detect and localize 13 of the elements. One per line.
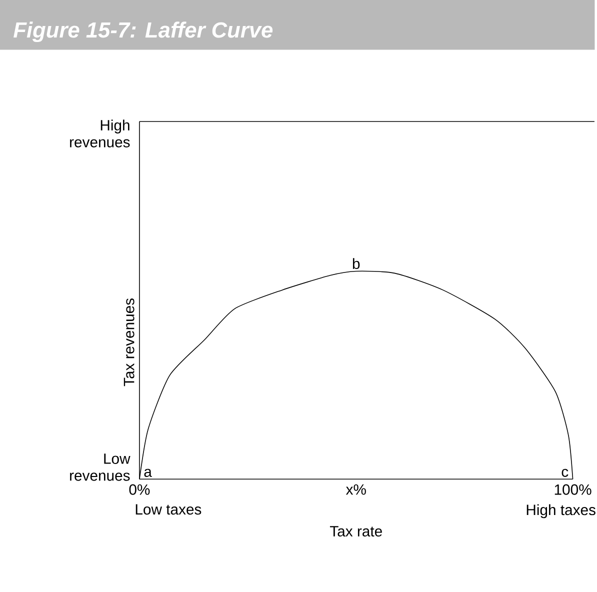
- x-axis-title: Tax rate: [330, 526, 382, 537]
- chart-title: Figure 15-7: Laffer Curve: [14, 22, 273, 42]
- y-axis-title: Tax revenues: [124, 298, 134, 386]
- text: Low taxes: [136, 504, 202, 515]
- text: Low revenues: [70, 454, 130, 481]
- annotation: b: [352, 258, 360, 270]
- text: High taxes: [526, 504, 596, 518]
- x-tick-label: x%: [346, 484, 366, 495]
- annotation: c: [562, 468, 568, 478]
- annotation: a: [144, 468, 152, 478]
- text: High revenues: [70, 120, 130, 148]
- x-tick-label: 0%: [129, 484, 150, 495]
- x-tick-label: 100%: [554, 484, 592, 495]
